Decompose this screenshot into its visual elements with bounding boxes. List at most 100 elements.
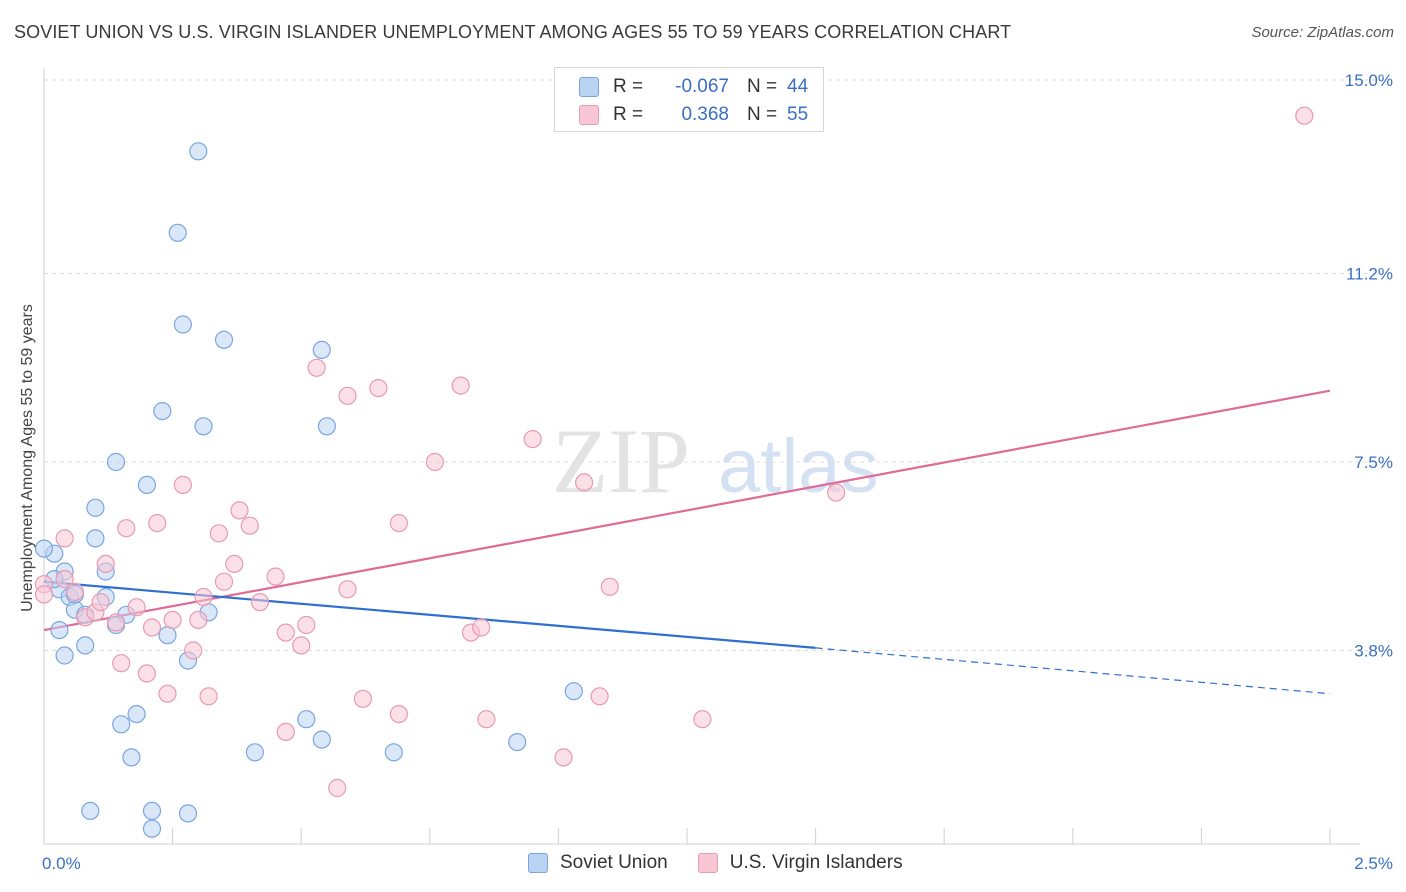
point-virgin-islanders — [184, 641, 203, 660]
series-legend: Soviet Union U.S. Virgin Islanders — [528, 852, 933, 874]
point-soviet-union — [317, 417, 336, 436]
point-virgin-islanders — [34, 585, 54, 604]
correlation-legend: R = -0.067 N = 44 R = 0.368 N = 55 — [554, 67, 824, 132]
point-soviet-union — [76, 636, 95, 655]
series-legend-soviet-union[interactable]: Soviet Union — [528, 852, 668, 874]
point-virgin-islanders — [91, 592, 110, 612]
series-name: U.S. Virgin Islanders — [729, 852, 903, 873]
point-virgin-islanders — [148, 513, 167, 533]
point-soviet-union — [312, 340, 331, 359]
point-soviet-union — [168, 223, 187, 242]
watermark-zip: ZIP — [552, 410, 690, 512]
point-virgin-islanders — [127, 598, 146, 617]
point-soviet-union — [564, 682, 583, 701]
series-swatch-soviet-union — [528, 853, 548, 873]
point-soviet-union — [122, 748, 141, 767]
point-virgin-islanders — [230, 501, 249, 520]
series-swatch-virgin-islanders — [697, 853, 718, 873]
point-virgin-islanders — [55, 569, 74, 589]
point-soviet-union — [194, 417, 213, 436]
watermark-atlas: atlas — [718, 424, 879, 509]
point-virgin-islanders — [250, 592, 270, 612]
legend-swatch-virgin-islanders — [579, 105, 599, 125]
point-soviet-union — [112, 715, 131, 734]
point-virgin-islanders — [189, 610, 208, 630]
y-axis-label: Unemployment Among Ages 55 to 59 years — [19, 304, 36, 612]
point-virgin-islanders — [112, 654, 131, 673]
point-virgin-islanders — [209, 524, 228, 543]
point-virgin-islanders — [554, 748, 573, 767]
point-virgin-islanders — [353, 689, 372, 708]
point-virgin-islanders — [590, 687, 609, 706]
data-points — [34, 106, 1314, 838]
point-virgin-islanders — [266, 567, 285, 586]
point-virgin-islanders — [425, 452, 444, 472]
series-legend-virgin-islanders[interactable]: U.S. Virgin Islanders — [697, 852, 903, 874]
point-soviet-union — [86, 498, 105, 517]
x-tick-labels: 0.0% 2.5% — [42, 854, 1393, 873]
point-soviet-union — [384, 743, 403, 762]
point-virgin-islanders — [137, 664, 156, 683]
point-virgin-islanders — [369, 379, 388, 398]
point-virgin-islanders — [55, 529, 74, 548]
point-virgin-islanders — [389, 513, 408, 533]
point-virgin-islanders — [297, 615, 316, 635]
point-soviet-union — [142, 801, 162, 821]
x-tick-label: 0.0% — [42, 854, 81, 873]
point-virgin-islanders — [693, 710, 712, 729]
gridlines — [44, 79, 1390, 651]
point-virgin-islanders — [827, 483, 846, 502]
point-virgin-islanders — [276, 623, 295, 642]
point-virgin-islanders — [307, 358, 326, 377]
y-tick-label: 7.5% — [1354, 453, 1393, 472]
point-virgin-islanders — [472, 618, 491, 637]
point-virgin-islanders — [142, 618, 162, 637]
legend-n-label: N = — [747, 104, 778, 125]
legend-n-label: N = — [747, 76, 778, 97]
point-soviet-union — [158, 626, 177, 645]
y-tick-labels: 3.8% 7.5% 11.2% 15.0% — [1345, 71, 1393, 660]
legend-r-label: R = — [613, 104, 644, 125]
point-soviet-union — [173, 315, 192, 334]
point-soviet-union — [86, 529, 105, 548]
point-virgin-islanders — [389, 704, 408, 724]
point-virgin-islanders — [158, 684, 177, 703]
trend-lines — [43, 389, 1331, 695]
legend-row-soviet-union: R = -0.067 N = 44 — [555, 72, 808, 102]
point-virgin-islanders — [477, 710, 496, 729]
point-soviet-union — [34, 539, 54, 558]
point-virgin-islanders — [292, 636, 311, 655]
chart-title: SOVIET UNION VS U.S. VIRGIN ISLANDER UNE… — [14, 22, 1012, 42]
point-virgin-islanders — [276, 722, 295, 742]
point-soviet-union — [189, 142, 208, 161]
point-virgin-islanders — [194, 587, 213, 607]
point-virgin-islanders — [240, 516, 259, 535]
y-tick-label: 3.8% — [1354, 641, 1393, 660]
point-soviet-union — [142, 819, 162, 838]
point-virgin-islanders — [173, 475, 192, 494]
point-soviet-union — [245, 743, 264, 762]
point-virgin-islanders — [163, 610, 182, 630]
watermark: ZIP atlas — [552, 410, 879, 512]
point-virgin-islanders — [574, 473, 594, 492]
legend-swatch-soviet-union — [579, 77, 599, 97]
point-soviet-union — [312, 730, 331, 749]
series-name: Soviet Union — [560, 852, 668, 873]
legend-n-value: 44 — [787, 76, 809, 97]
point-soviet-union — [106, 452, 126, 472]
legend-r-value: 0.368 — [681, 104, 729, 125]
point-virgin-islanders — [117, 519, 136, 538]
point-virgin-islanders — [600, 577, 619, 596]
point-virgin-islanders — [338, 580, 357, 599]
point-soviet-union — [55, 646, 74, 665]
trend-line-virgin-islanders — [43, 389, 1331, 632]
point-virgin-islanders — [225, 554, 244, 574]
y-tick-label: 11.2% — [1346, 265, 1393, 284]
point-virgin-islanders — [96, 554, 115, 574]
point-soviet-union — [508, 732, 527, 752]
point-soviet-union — [81, 801, 100, 821]
point-soviet-union — [137, 475, 156, 494]
point-virgin-islanders — [65, 582, 85, 602]
x-tick-label: 2.5% — [1354, 854, 1393, 873]
